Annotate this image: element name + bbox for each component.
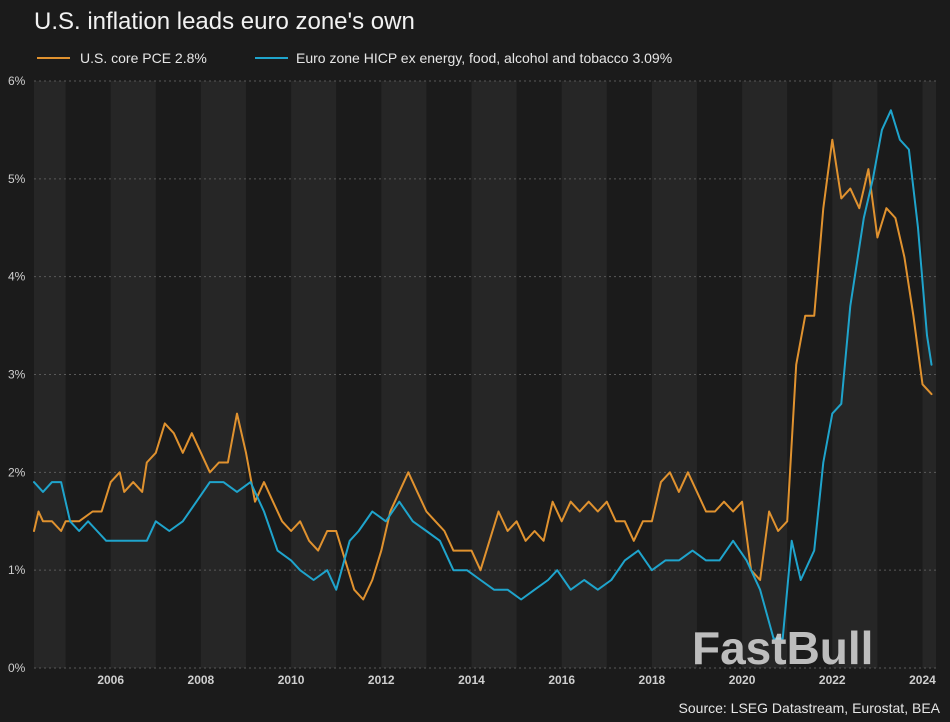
y-tick-label: 1% — [8, 563, 26, 577]
y-tick-label: 3% — [8, 368, 26, 382]
x-tick-label: 2010 — [278, 673, 305, 687]
x-tick-label: 2018 — [639, 673, 666, 687]
x-tick-label: 2006 — [97, 673, 124, 687]
legend-label-euro: Euro zone HICP ex energy, food, alcohol … — [296, 50, 672, 66]
gridlines — [34, 80, 936, 669]
series-line-us-core-pce — [33, 138, 933, 601]
chart-title: U.S. inflation leads euro zone's own — [34, 8, 415, 35]
series-line-euro-hicp — [33, 109, 933, 640]
year-band — [110, 81, 156, 668]
y-axis-ticks: 0% 1% 2% 3% 4% 5% 6% — [8, 74, 26, 675]
year-band — [291, 81, 337, 668]
x-tick-label: 2014 — [458, 673, 485, 687]
y-tick-label: 6% — [8, 74, 26, 88]
fastbull-watermark: FastBull — [692, 622, 873, 674]
x-tick-label: 2016 — [548, 673, 575, 687]
x-tick-label: 2012 — [368, 673, 395, 687]
source-note: Source: LSEG Datastream, Eurostat, BEA — [679, 700, 941, 716]
y-tick-label: 0% — [8, 661, 26, 675]
x-axis-ticks: 2006 2008 2010 2012 2014 2016 2018 2020 2022 2024 — [97, 673, 936, 687]
y-tick-label: 5% — [8, 172, 26, 186]
year-band — [381, 81, 427, 668]
x-tick-label: 2024 — [909, 673, 936, 687]
x-tick-label: 2008 — [188, 673, 215, 687]
x-tick-label: 2020 — [729, 673, 756, 687]
series-layer — [33, 109, 933, 640]
year-band — [200, 81, 246, 668]
y-tick-label: 2% — [8, 465, 26, 479]
legend: U.S. core PCE 2.8% Euro zone HICP ex ene… — [37, 50, 672, 66]
y-tick-label: 4% — [8, 270, 26, 284]
legend-label-us: U.S. core PCE 2.8% — [80, 50, 207, 66]
x-tick-label: 2022 — [819, 673, 846, 687]
